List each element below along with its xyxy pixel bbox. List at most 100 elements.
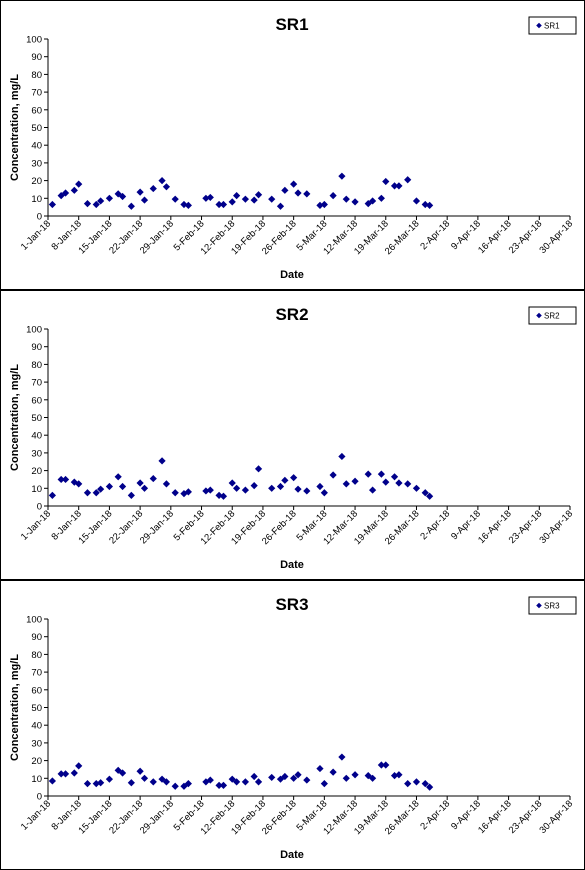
data-point: [369, 774, 377, 782]
x-tick-label: 30-Apr-18: [537, 508, 575, 546]
data-point: [118, 192, 127, 201]
y-tick-label: 60: [31, 685, 42, 696]
y-tick-label: 0: [37, 502, 42, 513]
data-point: [105, 775, 114, 783]
y-tick-label: 60: [31, 105, 42, 116]
x-tick-label: 29-Jan-18: [138, 798, 176, 836]
data-point: [342, 195, 350, 203]
data-point: [412, 484, 421, 492]
data-point: [97, 779, 105, 787]
y-tick-label: 50: [31, 123, 42, 134]
legend: SR2: [528, 306, 577, 325]
data-point: [404, 780, 412, 788]
data-point: [250, 482, 258, 490]
data-point: [162, 480, 171, 488]
y-tick-label: 80: [31, 70, 42, 81]
data-point: [70, 769, 78, 777]
data-point: [369, 486, 377, 494]
data-point: [320, 780, 328, 788]
data-point: [215, 200, 223, 209]
y-tick-label: 40: [31, 431, 42, 442]
data-point: [276, 202, 285, 210]
data-point: [92, 200, 100, 209]
y-tick-label: 90: [31, 52, 42, 63]
data-point: [303, 487, 311, 495]
y-tick-label: 50: [31, 703, 42, 714]
data-point: [250, 196, 258, 204]
data-point: [171, 195, 179, 203]
x-tick-label: 2-Apr-18: [418, 798, 452, 832]
data-point: [233, 484, 241, 492]
data-point: [219, 492, 228, 500]
data-point: [171, 782, 179, 790]
data-point: [268, 484, 276, 492]
data-point: [127, 779, 135, 787]
data-point: [136, 479, 144, 487]
data-point: [114, 473, 122, 481]
data-point: [382, 177, 390, 186]
data-point: [233, 192, 241, 200]
data-point: [57, 475, 65, 484]
y-tick-label: 60: [31, 395, 42, 406]
legend: SR1: [528, 16, 577, 35]
y-tick-label: 100: [26, 615, 42, 626]
chart-title: SR3: [275, 595, 308, 614]
data-point: [342, 480, 350, 488]
legend-label: SR2: [544, 312, 560, 321]
data-point: [254, 191, 263, 199]
y-tick-label: 50: [31, 413, 42, 424]
data-point: [268, 195, 276, 203]
y-tick-label: 10: [31, 194, 42, 205]
data-point: [206, 776, 214, 784]
data-point: [320, 489, 328, 497]
data-point: [206, 193, 214, 202]
data-point: [377, 761, 385, 769]
data-point: [83, 200, 92, 208]
y-axis-title: Concentration, mg/L: [9, 654, 21, 761]
x-tick-label: 2-Apr-18: [418, 508, 452, 542]
data-point: [281, 186, 289, 194]
y-tick-label: 10: [31, 484, 42, 495]
data-point: [320, 200, 328, 209]
data-point: [329, 768, 337, 776]
data-point: [254, 778, 263, 786]
data-point: [338, 172, 346, 180]
chart-title: SR1: [275, 15, 308, 34]
data-point: [114, 190, 122, 198]
data-point: [97, 197, 105, 205]
legend: SR3: [528, 596, 577, 615]
data-point: [136, 767, 144, 775]
data-point: [206, 486, 214, 494]
x-tick-label: 1-Jan-18: [19, 508, 53, 542]
y-tick-label: 40: [31, 141, 42, 152]
data-point: [329, 471, 337, 479]
legend-marker: [536, 602, 542, 609]
x-tick-label: 2-Apr-18: [418, 218, 452, 252]
data-point: [294, 771, 302, 779]
data-point: [118, 769, 127, 777]
data-point: [127, 202, 135, 210]
data-point: [219, 200, 228, 209]
y-axis-title: Concentration, mg/L: [9, 364, 21, 471]
data-point: [48, 200, 56, 209]
data-point: [158, 775, 166, 783]
data-point: [338, 753, 346, 761]
y-tick-label: 70: [31, 378, 42, 389]
data-point: [382, 761, 390, 769]
legend-label: SR3: [544, 602, 560, 611]
data-point: [140, 484, 149, 492]
data-point: [219, 781, 228, 789]
data-point: [351, 198, 359, 206]
data-point: [140, 196, 149, 204]
data-point: [83, 780, 92, 788]
data-point: [369, 197, 377, 205]
data-point: [180, 782, 188, 790]
data-point: [149, 184, 157, 193]
data-point: [377, 470, 385, 478]
data-point: [105, 194, 114, 202]
data-point: [149, 474, 157, 483]
data-point: [254, 465, 263, 473]
data-point: [140, 774, 149, 782]
data-point: [250, 772, 258, 781]
data-point: [228, 479, 236, 487]
